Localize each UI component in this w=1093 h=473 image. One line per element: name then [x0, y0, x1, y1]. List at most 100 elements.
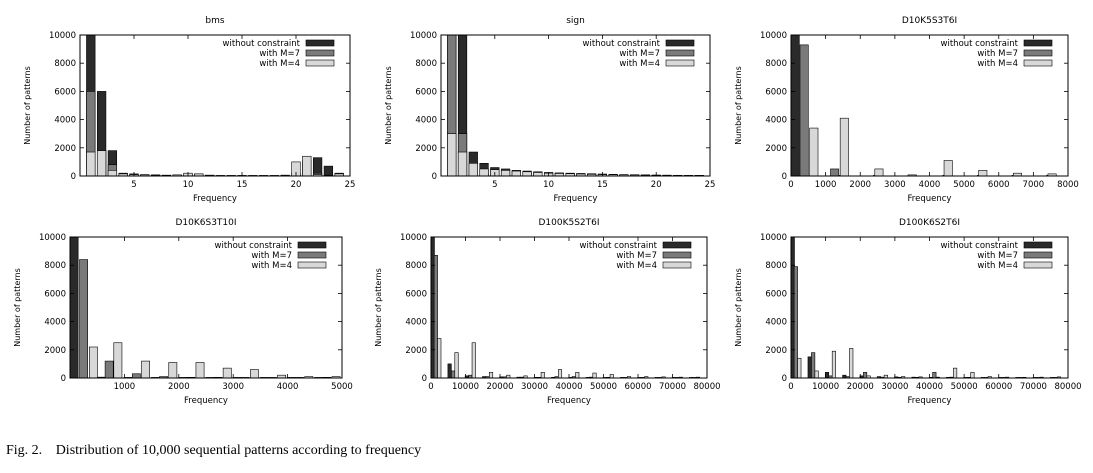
legend-label: with M=7	[616, 251, 657, 261]
bar	[811, 352, 816, 379]
x-tick-label: 30000	[521, 382, 548, 392]
bar	[141, 360, 150, 379]
x-tick-label: 0	[788, 382, 793, 392]
chart-panel-5: D100K5S2T6I 0 2000 4000 6000 8000 10000 0 10000 2…	[374, 218, 721, 406]
bar	[814, 370, 819, 379]
legend-swatch	[1023, 241, 1053, 249]
y-tick-label: 8000	[405, 261, 427, 271]
x-tick-label: 20	[651, 180, 662, 190]
x-tick-label: 2000	[168, 382, 190, 392]
chart-title: D100K5S2T6I	[538, 218, 599, 228]
y-tick-label: 4000	[765, 318, 787, 328]
bar	[250, 369, 259, 379]
legend-label: with M=7	[977, 251, 1018, 261]
y-tick-label: 8000	[415, 59, 437, 69]
bar	[437, 338, 442, 379]
legend-swatch	[1023, 59, 1053, 67]
bar	[540, 372, 545, 379]
bar	[168, 362, 178, 379]
x-tick-label: 3000	[222, 382, 244, 392]
y-tick-label: 0	[422, 374, 427, 384]
y-tick-label: 0	[61, 374, 66, 384]
y-tick-label: 6000	[765, 289, 787, 299]
y-tick-label: 4000	[765, 116, 787, 126]
bar	[790, 34, 800, 177]
x-tick-label: 50000	[951, 382, 978, 392]
bar	[831, 350, 836, 379]
legend-swatch	[305, 49, 335, 57]
legend-swatch	[662, 251, 692, 259]
bar	[447, 363, 452, 379]
bar	[89, 346, 98, 379]
y-tick-label: 6000	[405, 289, 427, 299]
legend-swatch	[1023, 261, 1053, 269]
y-tick-label: 2000	[765, 346, 787, 356]
x-tick-label: 15	[597, 180, 608, 190]
x-tick-label: 6000	[988, 180, 1010, 190]
y-axis-label: Number of patterns	[734, 66, 743, 145]
chart-panel-3: D10K5S3T6I 0 2000 4000 6000 8000 10000 0 1000 200…	[734, 16, 1079, 204]
legend-swatch	[1023, 39, 1053, 47]
legend-label: with M=4	[616, 261, 657, 271]
y-tick-label: 4000	[54, 116, 76, 126]
chart-title: D10K6S3T10I	[175, 218, 236, 228]
x-tick-label: 5000	[953, 180, 975, 190]
y-tick-label: 10000	[39, 233, 66, 243]
y-tick-label: 10000	[760, 233, 787, 243]
y-tick-label: 4000	[415, 116, 437, 126]
legend-swatch	[297, 251, 327, 259]
y-axis-label: Number of patterns	[23, 66, 32, 145]
bar	[500, 170, 511, 177]
bar	[557, 369, 563, 379]
plot-frame	[440, 34, 711, 177]
y-tick-label: 10000	[410, 31, 437, 41]
y-tick-label: 8000	[765, 261, 787, 271]
x-tick-label: 60000	[624, 382, 651, 392]
x-tick-label: 10000	[812, 382, 839, 392]
plot-frame	[79, 34, 351, 177]
bar	[488, 372, 494, 379]
legend-label: with M=7	[977, 49, 1018, 59]
bar	[86, 151, 96, 177]
x-tick-label: 0	[788, 180, 793, 190]
y-tick-label: 4000	[405, 318, 427, 328]
y-tick-label: 8000	[44, 261, 66, 271]
bar	[511, 170, 521, 177]
bar	[479, 168, 489, 177]
bar	[323, 165, 334, 177]
bar	[471, 342, 476, 379]
x-tick-label: 30000	[881, 382, 908, 392]
legend-label: without constraint	[941, 39, 1019, 49]
x-tick-label: 40000	[916, 382, 943, 392]
bar	[970, 372, 975, 379]
x-tick-label: 4000	[277, 382, 299, 392]
y-tick-label: 2000	[405, 346, 427, 356]
bar	[433, 255, 438, 379]
bar	[932, 372, 937, 379]
chart-panel-1: bms 0 2000 4000 6000 8000 10000 5 10 15 20 25 Freque…	[23, 16, 355, 204]
legend-label: without constraint	[215, 241, 293, 251]
bar	[797, 357, 802, 379]
y-tick-label: 2000	[54, 144, 76, 154]
bar	[69, 236, 79, 379]
x-axis-label: Frequency	[554, 194, 598, 204]
x-tick-label: 8000	[1057, 180, 1079, 190]
x-axis-label: Frequency	[184, 396, 228, 406]
x-tick-label: 80000	[1054, 382, 1081, 392]
legend-swatch	[1023, 251, 1053, 259]
y-tick-label: 2000	[415, 144, 437, 154]
bar	[104, 360, 114, 379]
x-tick-label: 5	[492, 180, 497, 190]
chart-panel-2: sign 0 2000 4000 6000 8000 10000 5 10 15 20 25 Frequ…	[384, 16, 715, 204]
y-tick-label: 4000	[44, 318, 66, 328]
x-tick-label: 20	[291, 180, 302, 190]
y-tick-label: 6000	[415, 87, 437, 97]
chart-title: D10K5S3T6I	[902, 16, 957, 26]
y-axis-label: Number of patterns	[374, 268, 383, 347]
legend-swatch	[662, 261, 692, 269]
legend-swatch	[665, 59, 695, 67]
x-tick-label: 20000	[486, 382, 513, 392]
legend-swatch	[665, 39, 695, 47]
y-tick-label: 10000	[760, 31, 787, 41]
